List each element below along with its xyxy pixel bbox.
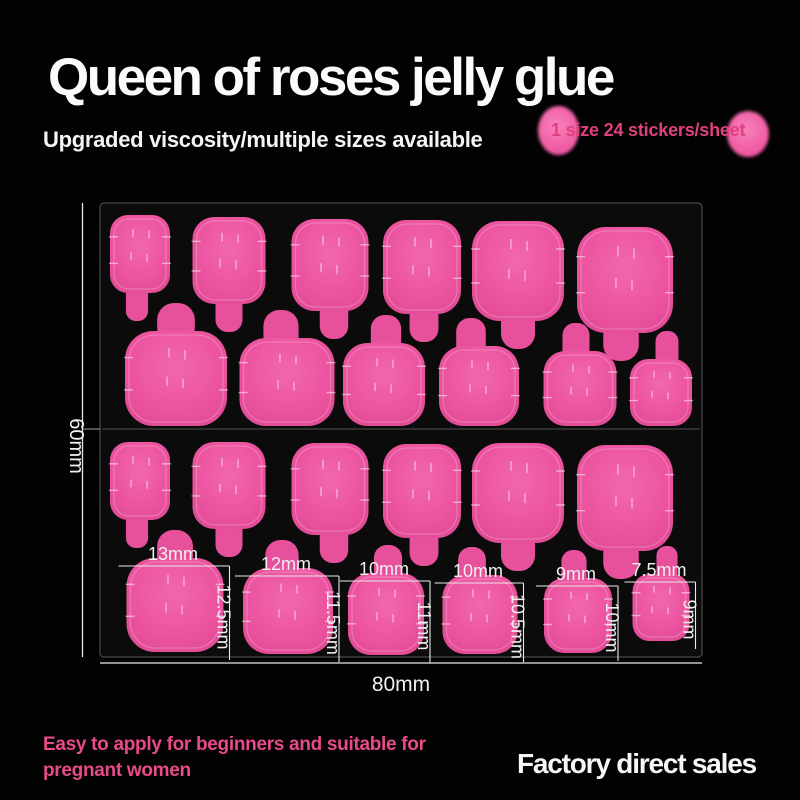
sticker-emboss: [195, 445, 263, 526]
width-measurement-label: 10mm: [453, 561, 503, 581]
sticker-emboss: [580, 230, 670, 330]
nail-sticker: [347, 545, 425, 655]
height-measurement-label: 9mm: [680, 600, 700, 640]
sticker-emboss: [546, 354, 614, 423]
sticker-body: [543, 351, 617, 426]
nail-sticker: [109, 442, 171, 548]
sticker-body: [472, 443, 564, 543]
width-measurement-label: 10mm: [359, 559, 409, 579]
sticker-body: [192, 217, 266, 304]
sticker-emboss: [475, 446, 561, 540]
height-measurement-label: 10mm: [602, 602, 622, 652]
sticker-body: [577, 445, 673, 551]
sticker-emboss: [113, 445, 167, 517]
sticker-emboss: [294, 446, 366, 532]
nail-sticker: [290, 443, 370, 563]
sticker-emboss: [386, 447, 458, 535]
page-title: Queen of roses jelly glue: [48, 48, 615, 107]
sticker-body: [125, 331, 227, 426]
sticker-body: [110, 442, 170, 520]
pink-dot-decoration: [538, 106, 579, 155]
width-measurement-label: 9mm: [556, 564, 596, 584]
nail-sticker: [191, 217, 267, 332]
sticker-emboss: [195, 220, 263, 301]
height-measurement-label: 11mm: [414, 602, 434, 651]
nail-sticker: [543, 550, 613, 653]
pink-dot-decoration: [727, 111, 769, 157]
sticker-body: [632, 574, 690, 641]
nail-sticker: [124, 303, 228, 426]
sticker-emboss: [475, 224, 561, 318]
sticker-emboss: [442, 349, 516, 423]
sticker-body: [110, 215, 170, 293]
sticker-body: [239, 338, 335, 426]
sticker-emboss: [128, 334, 224, 423]
sticker-emboss: [351, 576, 421, 652]
sticker-body: [383, 444, 461, 538]
height-measurement-label: 11.5mm: [323, 591, 343, 655]
sticker-body: [126, 558, 224, 652]
nail-sticker: [109, 215, 171, 321]
sticker-emboss: [113, 218, 167, 290]
sticker-body: [291, 443, 369, 535]
page-subtitle: Upgraded viscosity/multiple sizes availa…: [43, 127, 483, 152]
nail-sticker: [242, 540, 334, 654]
nail-sticker: [629, 331, 693, 426]
nail-sticker: [290, 219, 370, 339]
sticker-body: [577, 227, 673, 333]
sticker-emboss: [246, 571, 330, 651]
sheet-width-label: 80mm: [372, 673, 430, 696]
nail-sticker: [191, 442, 267, 557]
sticker-body: [439, 346, 519, 426]
sticker-emboss: [386, 223, 458, 311]
height-measurement-label: 10.5mm: [508, 594, 528, 659]
height-measurement-label: 12.5mm: [214, 584, 234, 649]
sticker-emboss: [346, 346, 422, 423]
nail-sticker: [382, 444, 462, 566]
sticker-emboss: [242, 341, 332, 423]
nail-sticker: [382, 220, 462, 342]
sticker-body: [472, 221, 564, 321]
nail-sticker: [342, 315, 426, 426]
promo-badge-text: 1 size 24 stickers/sheet: [551, 120, 746, 140]
sticker-body: [383, 220, 461, 314]
nail-sticker: [238, 310, 336, 426]
sticker-body: [544, 578, 612, 653]
sticker-emboss: [547, 581, 609, 650]
footer-factory-text: Factory direct sales: [516, 748, 757, 779]
sticker-body: [630, 359, 692, 426]
sticker-emboss: [129, 561, 221, 649]
nail-sticker: [631, 546, 691, 641]
nail-sticker: [576, 227, 674, 361]
sticker-body: [348, 573, 424, 655]
sticker-emboss: [294, 222, 366, 308]
sticker-body: [343, 343, 425, 426]
nail-sticker: [438, 318, 520, 426]
footer-benefit-line1: Easy to apply for beginners and suitable…: [43, 734, 426, 755]
sticker-body: [243, 568, 333, 654]
nail-sticker: [441, 547, 519, 654]
sticker-body: [192, 442, 266, 529]
width-measurement-label: 7.5mm: [631, 560, 686, 580]
nail-sticker: [471, 221, 565, 349]
nail-sticker: [471, 443, 565, 571]
width-measurement-label: 12mm: [261, 554, 311, 574]
sticker-emboss: [633, 362, 689, 423]
width-measurement-label: 13mm: [148, 544, 198, 564]
sticker-emboss: [445, 578, 515, 651]
sheet-height-label: 60mm: [65, 418, 87, 474]
sticker-body: [291, 219, 369, 311]
nail-sticker: [125, 530, 225, 652]
footer-benefit-text: Easy to apply for beginners and suitable…: [43, 732, 426, 784]
footer-benefit-line2: pregnant women: [43, 760, 191, 781]
nail-sticker: [542, 323, 618, 426]
sticker-body: [442, 575, 518, 654]
sticker-emboss: [635, 577, 687, 638]
nail-sticker: [576, 445, 674, 579]
sticker-emboss: [580, 448, 670, 548]
